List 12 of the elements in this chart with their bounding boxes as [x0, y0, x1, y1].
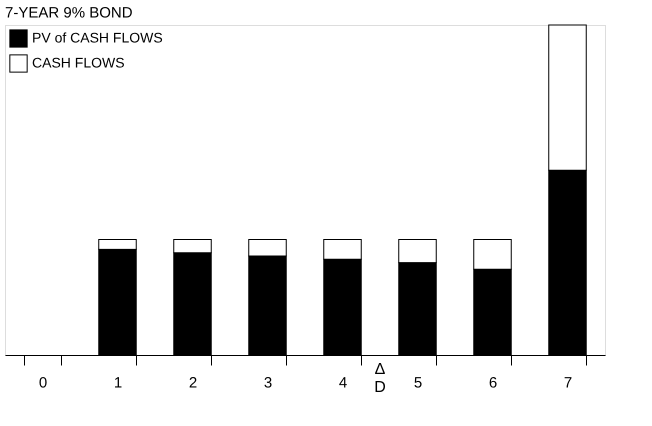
x-tick-label: 0	[38, 374, 48, 392]
x-tick-label: 5	[414, 374, 422, 392]
x-tick-label: 4	[338, 374, 348, 392]
x-tick-label: 3	[264, 374, 272, 392]
x-tick-label: 7	[564, 374, 572, 392]
x-tick-label: 1	[114, 374, 122, 392]
x-tick-label: 6	[488, 374, 498, 392]
x-tick-label: 2	[188, 374, 198, 392]
text: ΔD	[374, 361, 386, 396]
legend-label: PV of CASH FLOWS	[32, 30, 163, 46]
chart-title: 7-YEAR 9% BOND	[5, 4, 133, 22]
legend-label: CASH FLOWS	[32, 54, 125, 70]
